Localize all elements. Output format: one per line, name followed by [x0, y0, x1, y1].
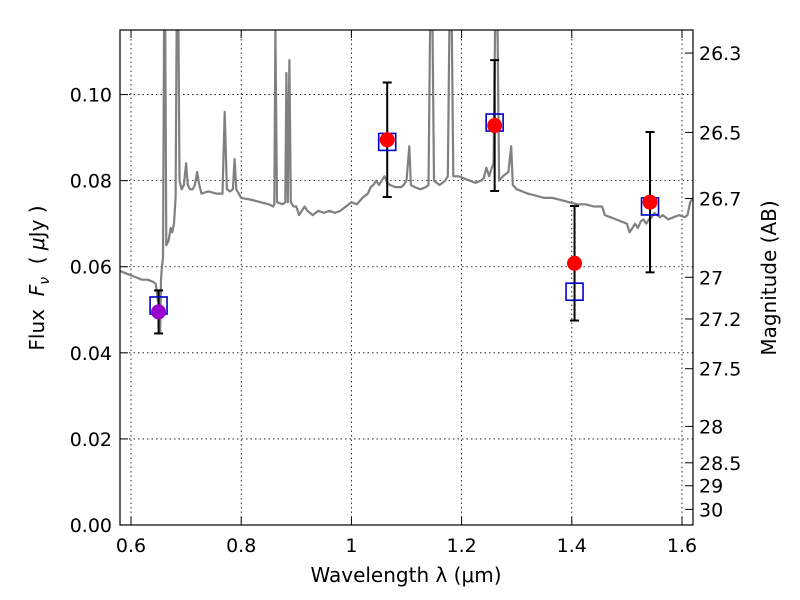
observed-marker: [567, 255, 583, 271]
x-tick-label: 0.6: [116, 535, 146, 557]
observed-marker: [487, 118, 503, 134]
spectrum-line: [120, 30, 693, 333]
magnitude-tick-label: 26.5: [699, 122, 741, 144]
y-tick-label: 0.04: [70, 343, 112, 365]
x-tick-label: 0.8: [226, 535, 256, 557]
magnitude-tick-label: 26.3: [699, 43, 741, 65]
y-axis-label: Flux Fν ( μJy ): [25, 205, 53, 350]
x-tick-label: 1.4: [557, 535, 587, 557]
y-tick-label: 0.10: [70, 85, 112, 107]
magnitude-tick-label: 27: [699, 267, 723, 289]
x-tick-label: 1.6: [667, 535, 697, 557]
x-tick-label: 1: [345, 535, 357, 557]
x-tick-labels: 0.6 0.8 1 1.2 1.4 1.6: [116, 535, 697, 557]
observed-marker: [642, 194, 658, 210]
observed-marker: [151, 304, 167, 320]
observed-photometry-markers: [151, 118, 658, 320]
magnitude-tick-label: 27.5: [699, 359, 741, 381]
model-photometry-markers: [149, 113, 660, 315]
y-tick-label: 0.06: [70, 257, 112, 279]
grid-lines: [120, 30, 693, 526]
x-axis-label: Wavelength λ (μm): [310, 563, 501, 587]
magnitude-axis-label: Magnitude (AB): [757, 200, 781, 355]
magnitude-tick-label: 30: [699, 499, 723, 521]
x-tick-label: 1.2: [446, 535, 476, 557]
magnitude-tick-label: 29: [699, 476, 723, 498]
y-tick-label: 0.00: [70, 515, 112, 537]
y-tick-labels: 0.00 0.02 0.04 0.06 0.08 0.10: [70, 85, 112, 537]
model-spectrum: [120, 30, 693, 333]
model-marker: [565, 282, 584, 302]
y-tick-label: 0.02: [70, 429, 112, 451]
magnitude-tick-label: 26.7: [699, 188, 741, 210]
magnitude-tick-label: 28: [699, 416, 723, 438]
magnitude-tick-label: 27.2: [699, 309, 741, 331]
axis-ticks: [120, 30, 693, 526]
magnitude-tick-label: 28.5: [699, 453, 741, 475]
y-tick-label: 0.08: [70, 171, 112, 193]
observed-marker: [379, 132, 395, 148]
